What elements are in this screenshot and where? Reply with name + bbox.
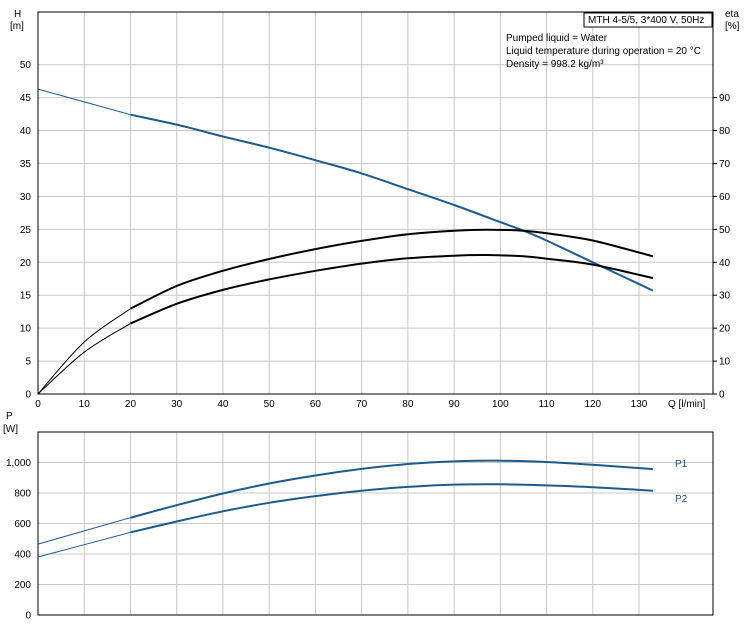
bottom-tick-label: 400 — [14, 550, 31, 561]
bottom-tick-label: 200 — [14, 580, 31, 591]
x-tick-label: 80 — [402, 399, 414, 410]
x-tick-label: 10 — [79, 399, 91, 410]
series-label-p1: P1 — [675, 459, 688, 470]
top-left-tick-label: 10 — [20, 324, 32, 335]
eta-curve-upper-extrapolated — [37, 308, 131, 395]
top-left-tick-label: 15 — [20, 291, 32, 302]
eta-curve-lower-extrapolated — [37, 323, 131, 395]
series-lines — [37, 88, 654, 558]
bottom-tick-label: 800 — [14, 489, 31, 500]
head-curve-extrapolated — [37, 88, 131, 116]
info-density: Density = 998.2 kg/m³ — [506, 59, 604, 70]
eta-curve-lower-working-range — [130, 253, 654, 325]
top-right-axis-symbol: eta — [725, 9, 739, 20]
p1-curve-working-range — [130, 459, 653, 519]
top-left-tick-label: 25 — [20, 225, 32, 236]
top-left-tick-label: 20 — [20, 258, 32, 269]
top-right-tick-label: 10 — [719, 357, 731, 368]
top-right-tick-label: 0 — [719, 390, 725, 401]
x-tick-label: 20 — [125, 399, 137, 410]
series-label-p2: P2 — [675, 494, 688, 505]
bottom-tick-label: 600 — [14, 519, 31, 530]
p2-curve-extrapolated — [37, 531, 131, 558]
top-left-axis-symbol: H — [14, 9, 21, 20]
top-right-tick-label: 60 — [719, 192, 731, 203]
top-right-tick-label: 40 — [719, 258, 731, 269]
x-tick-label: 100 — [492, 399, 509, 410]
top-right-tick-label: 20 — [719, 324, 731, 335]
x-tick-label: 60 — [310, 399, 322, 410]
top-left-tick-label: 30 — [20, 192, 32, 203]
top-right-tick-label: 70 — [719, 159, 731, 170]
top-right-tick-label: 50 — [719, 225, 731, 236]
top-left-tick-label: 40 — [20, 126, 32, 137]
bottom-tick-label: 0 — [25, 611, 31, 622]
top-right-tick-label: 30 — [719, 291, 731, 302]
top-left-tick-label: 45 — [20, 93, 32, 104]
top-left-tick-label: 35 — [20, 159, 32, 170]
top-plot-frame — [37, 11, 714, 395]
info-pumped-liquid: Pumped liquid = Water — [506, 33, 608, 44]
plot-frames — [37, 11, 714, 616]
p1-curve-extrapolated — [37, 517, 131, 545]
head-curve-working-range — [130, 113, 654, 292]
x-tick-label: 120 — [584, 399, 601, 410]
top-left-axis-unit: [m] — [10, 21, 24, 32]
tick-labels: 0 10 20 30 40 50 60 70 80 90 100 110 120 130051015202… — [6, 60, 731, 621]
grid-lines — [38, 12, 717, 615]
top-left-tick-label: 5 — [25, 357, 31, 368]
x-tick-label: 70 — [356, 399, 368, 410]
top-right-tick-label: 80 — [719, 126, 731, 137]
x-tick-label: 110 — [539, 399, 555, 410]
x-tick-label: 90 — [449, 399, 461, 410]
x-axis-label: Q [l/min] — [668, 399, 705, 410]
x-tick-label: 40 — [217, 399, 229, 410]
x-tick-label: 130 — [631, 399, 648, 410]
top-left-tick-label: 50 — [20, 60, 32, 71]
bottom-plot-frame — [37, 431, 714, 616]
x-tick-label: 0 — [35, 399, 41, 410]
bottom-axis-unit: [W] — [3, 424, 18, 435]
eta-curve-upper-working-range — [130, 228, 654, 310]
p2-curve-working-range — [130, 483, 653, 534]
x-tick-label: 50 — [264, 399, 276, 410]
info-liquid-temperature: Liquid temperature during operation = 20… — [506, 46, 701, 57]
top-right-axis-unit: [%] — [725, 21, 740, 32]
top-right-tick-label: 90 — [719, 93, 731, 104]
legend-box-text: MTH 4-5/5, 3*400 V, 50Hz — [588, 15, 704, 26]
bottom-axis-symbol: P — [6, 411, 13, 422]
top-left-tick-label: 0 — [25, 390, 31, 401]
bottom-tick-label: 1,000 — [6, 458, 31, 469]
legend-box-frame — [583, 12, 713, 28]
x-tick-label: 30 — [171, 399, 183, 410]
